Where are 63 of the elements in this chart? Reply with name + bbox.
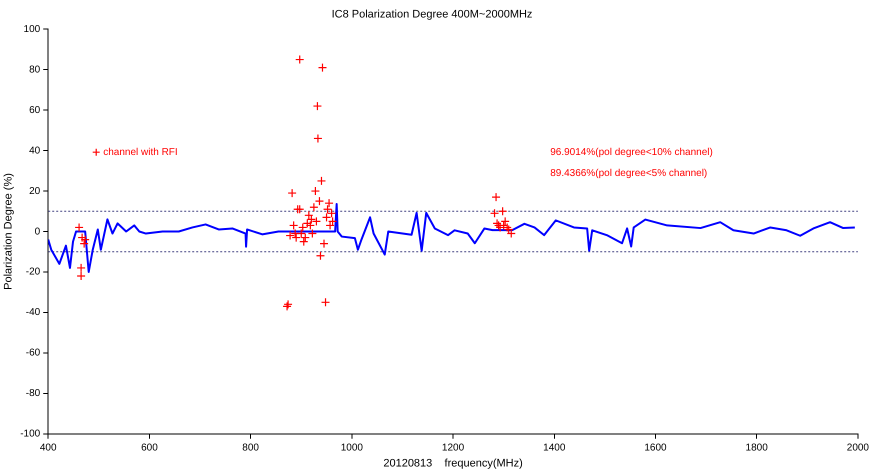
point [289,220,298,230]
x-tick-label: 1800 [746,442,768,454]
x-axis-title: 20120813 frequency(MHz) [383,457,523,470]
point [490,208,500,218]
point [295,204,304,214]
point [310,186,320,196]
annotation: 89.4366%(pol degree<5% channel) [550,168,708,179]
x-tick-label: 1400 [543,442,566,454]
y-tick-label: 40 [29,145,41,156]
x-tick-label: 2000 [846,442,870,454]
point [325,220,335,230]
x-tick-label: 600 [141,442,158,454]
chart-title: IC8 Polarization Degree 400M~2000MHz [332,8,532,21]
legend-label: channel with RFI [103,146,178,158]
point [80,234,90,244]
point [318,63,328,72]
x-tick-label: 1000 [340,442,364,454]
point [300,232,310,242]
point [302,218,312,228]
x-tick-label: 800 [242,442,260,454]
point [298,222,308,232]
annotation: 96.9014%(pol degree<10% channel) [550,146,713,158]
x-tick-label: 1200 [442,442,465,454]
y-tick-label: -100 [20,428,41,440]
point [299,237,308,246]
point [316,176,326,186]
x-tick-label: 1600 [644,442,668,454]
point [76,263,86,273]
point [313,134,323,144]
y-tick-label: 80 [29,64,41,76]
point [283,300,293,309]
point [290,228,300,238]
y-tick-label: -40 [26,307,41,318]
y-tick-label: -20 [26,266,41,278]
point [306,220,315,230]
point [309,202,318,212]
point [296,228,306,238]
point [293,204,302,214]
point [314,196,324,206]
x-tick-label: 400 [40,442,57,454]
point [308,228,317,238]
point [491,192,501,202]
y-tick-label: -80 [26,388,41,400]
y-tick-label: -60 [26,348,41,359]
point [76,271,86,281]
point [498,206,508,216]
point [326,208,336,218]
y-tick-label: 100 [24,24,41,35]
point [295,54,304,64]
y-tick-label: 0 [34,226,41,238]
point [322,204,332,214]
point [320,298,330,307]
point [288,188,297,198]
point [319,239,329,248]
point [316,251,326,260]
y-axis-title: Polarization Degree (%) [2,173,15,290]
y-tick-label: 20 [29,186,41,197]
point [324,198,334,208]
point [74,222,84,232]
y-tick-label: 60 [29,104,41,116]
point [304,210,314,220]
point [282,302,292,311]
point [312,101,322,111]
